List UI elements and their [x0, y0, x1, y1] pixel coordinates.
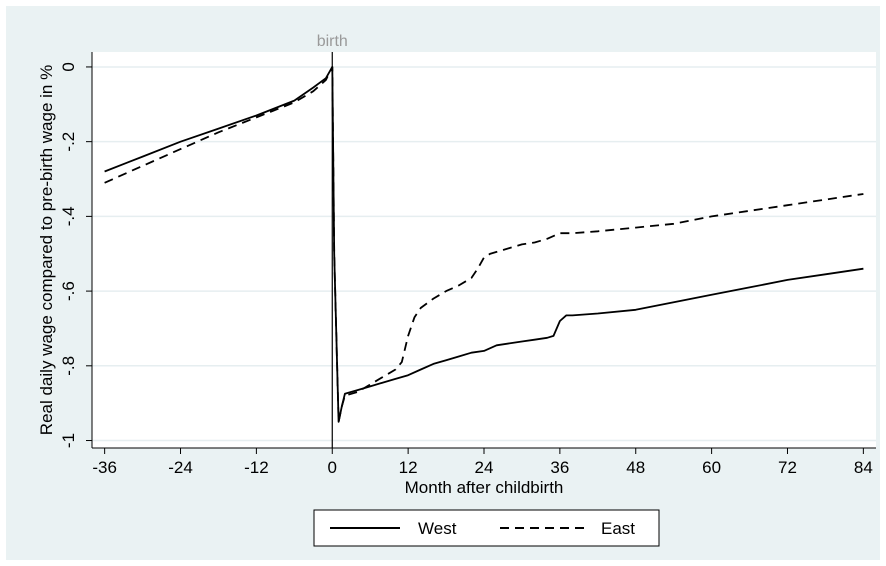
x-tick-label: 0: [328, 458, 337, 477]
legend-label-west: West: [418, 519, 457, 538]
x-tick-label: 36: [550, 458, 569, 477]
y-tick-label: -.8: [59, 356, 78, 376]
annotations: birth: [317, 33, 348, 448]
legend-label-east: East: [601, 519, 635, 538]
plot-area: [92, 52, 876, 448]
y-tick-label: 0: [59, 62, 78, 71]
x-tick-label: 12: [399, 458, 418, 477]
y-axis-title: Real daily wage compared to pre-birth wa…: [37, 65, 56, 435]
x-tick-label: 24: [475, 458, 494, 477]
y-tick-label: -.6: [59, 281, 78, 301]
grid-lines: [92, 66, 876, 442]
axes: 0 -.2 -.4 -.6 -.8 -1 -36 -24 -12 0 12 24 36 48 60 72 84: [59, 52, 876, 477]
x-axis-title: Month after childbirth: [405, 478, 564, 497]
x-tick-label: -24: [168, 458, 193, 477]
series-line-west: [104, 66, 864, 423]
x-tick-label: -12: [244, 458, 269, 477]
x-tick-label: 72: [778, 458, 797, 477]
y-tick-label: -.2: [59, 132, 78, 152]
series-line-east: [104, 66, 864, 423]
x-tick-label: -36: [92, 458, 117, 477]
y-tick-label: -1: [59, 433, 78, 448]
birth-label: birth: [317, 33, 348, 50]
legend: West East: [313, 509, 660, 547]
x-tick-label: 48: [626, 458, 645, 477]
x-tick-label: 84: [854, 458, 873, 477]
y-tick-label: -.4: [59, 206, 78, 226]
series-lines: [104, 66, 864, 423]
x-tick-label: 60: [702, 458, 721, 477]
